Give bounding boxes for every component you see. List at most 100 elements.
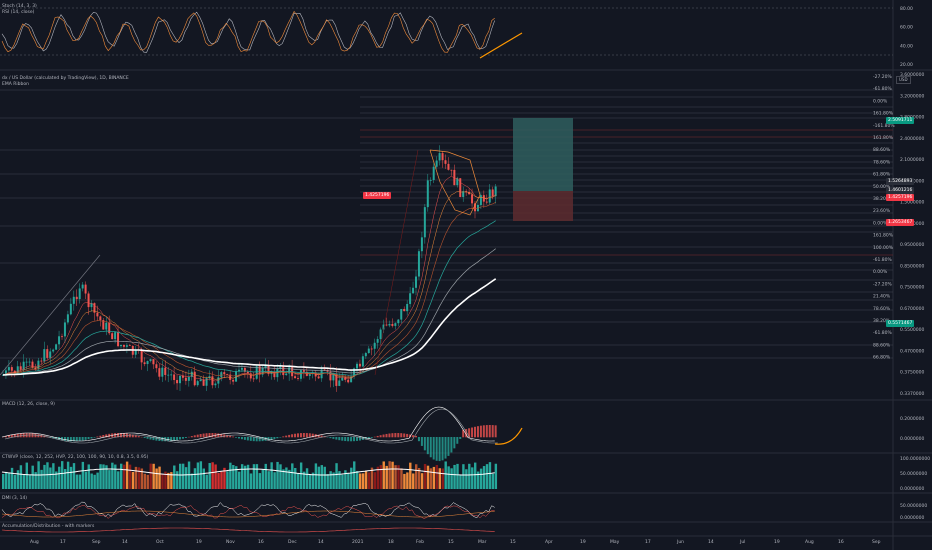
rsi-title[interactable]: RSI (14, close) — [2, 10, 35, 15]
candle-body — [394, 323, 397, 326]
candle-body — [238, 369, 240, 372]
fib-label: -61.80% — [873, 330, 893, 336]
macd-histogram-bar — [441, 437, 444, 461]
macd-histogram-bar — [338, 437, 341, 441]
candle-body — [397, 319, 400, 324]
candle-body — [125, 345, 128, 347]
fib-label: 0.00% — [873, 98, 888, 104]
time-axis-label: 17 — [645, 540, 651, 545]
macd-histogram-bar — [193, 435, 196, 438]
candle-body — [423, 207, 426, 238]
candle-body — [332, 373, 335, 381]
price-badge: 1.2653467 — [886, 219, 915, 226]
candle-body — [409, 293, 412, 304]
ctwvp-title[interactable]: CTWVP (close, 12, 252, HVP, 22, 100, 100… — [2, 455, 149, 460]
macd-histogram-bar — [202, 433, 205, 438]
candle-body — [226, 374, 229, 375]
macd-histogram-bar — [34, 433, 37, 438]
current-price-left-badge: 1.4257196 — [363, 192, 392, 199]
macd-histogram-bar — [299, 433, 302, 438]
price-scale-label: 0.0000000 — [900, 436, 924, 442]
currency-toggle[interactable]: USD — [896, 76, 911, 84]
main-symbol-title[interactable]: dx / US Dollar (calculated by TradingVie… — [2, 76, 129, 81]
macd-histogram-bar — [432, 437, 435, 460]
ctwvp-bar — [170, 472, 173, 489]
stoch-k-line — [1, 11, 495, 53]
stoch-title[interactable]: Stoch (14, 3, 3) — [2, 4, 37, 9]
ctwvp-bar — [376, 466, 380, 489]
macd-histogram-bar — [364, 437, 367, 440]
candle-body — [193, 371, 196, 386]
candle-body — [444, 160, 447, 164]
macd-histogram-bar — [16, 433, 19, 438]
candle-body — [4, 370, 7, 375]
ad-title[interactable]: Accumulation/Distribution - with markers — [2, 524, 95, 529]
macd-histogram-bar — [335, 437, 338, 440]
stoch-d-line — [1, 10, 495, 53]
ema-line — [2, 278, 497, 376]
candle-body — [199, 379, 202, 382]
ctwvp-bar — [288, 469, 291, 489]
macd-histogram-bar — [429, 437, 432, 458]
time-axis-label: Sep — [92, 540, 101, 545]
trend-line[interactable] — [0, 254, 101, 376]
macd-histogram-bar — [128, 434, 131, 438]
ctwvp-bar — [240, 464, 244, 489]
price-scale-label: 60.00 — [900, 25, 913, 31]
long-position-stop-zone[interactable] — [513, 191, 573, 221]
drawn-pattern[interactable] — [429, 149, 481, 216]
time-axis-label: May — [610, 540, 620, 545]
macd-histogram-bar — [252, 437, 255, 442]
fib-label: -161.80% — [873, 123, 895, 129]
ctwvp-bar — [412, 473, 415, 489]
candle-body — [19, 366, 22, 370]
ctwvp-bar — [400, 468, 403, 489]
macd-histogram-bar — [456, 437, 459, 444]
price-badge: 1.5264893 — [886, 178, 915, 185]
ctwvp-bar — [317, 466, 321, 489]
candle-body — [240, 367, 243, 370]
macd-histogram-bar — [391, 433, 394, 438]
price-scale-label: 0.3750000 — [900, 370, 924, 376]
ema-line — [2, 191, 496, 380]
price-scale-label: 0.4700000 — [900, 348, 924, 354]
price-scale-label: 0.2000000 — [900, 416, 924, 422]
ctwvp-bar — [140, 468, 144, 489]
ctwvp-bar — [202, 468, 205, 489]
ctwvp-bar — [426, 465, 430, 489]
dmi-title[interactable]: DMI (3, 14) — [2, 496, 28, 501]
time-axis-label: Sep — [872, 540, 881, 545]
macd-histogram-bar — [87, 437, 90, 440]
candle-body — [264, 365, 267, 368]
candle-body — [108, 322, 111, 334]
candle-body — [438, 153, 441, 161]
ctwvp-bar — [302, 471, 306, 489]
macd-histogram-bar — [208, 433, 211, 438]
trend-line-red[interactable] — [374, 149, 419, 376]
candle-body — [302, 370, 305, 372]
macd-histogram-bar — [294, 433, 297, 438]
time-axis-label: Jun — [677, 540, 685, 545]
macd-histogram-bar — [255, 437, 258, 442]
ctwvp-bar — [78, 474, 82, 489]
fib-label: 88.60% — [873, 342, 891, 348]
ctwvp-bar — [84, 471, 87, 489]
ctwvp-bar — [122, 464, 126, 489]
price-scale-label: 3.2000000 — [900, 93, 924, 99]
macd-histogram-bar — [356, 437, 358, 441]
ctwvp-bar — [243, 465, 247, 489]
ctwvp-bar — [279, 464, 282, 489]
candle-body — [388, 323, 391, 326]
long-position-profit-zone[interactable] — [513, 118, 573, 191]
candle-body — [146, 361, 149, 365]
ema-ribbon-title[interactable]: EMA Ribbon — [2, 82, 29, 87]
macd-histogram-bar — [120, 433, 122, 438]
macd-histogram-bar — [308, 433, 311, 438]
price-badge: 1.4601216 — [886, 187, 915, 194]
macd-title[interactable]: MACD (12, 26, close, 9) — [2, 402, 55, 407]
time-axis-label: Aug — [805, 540, 814, 545]
macd-histogram-bar — [438, 437, 441, 462]
candle-body — [75, 296, 78, 300]
price-scale-label: 50.0000000 — [900, 503, 927, 509]
